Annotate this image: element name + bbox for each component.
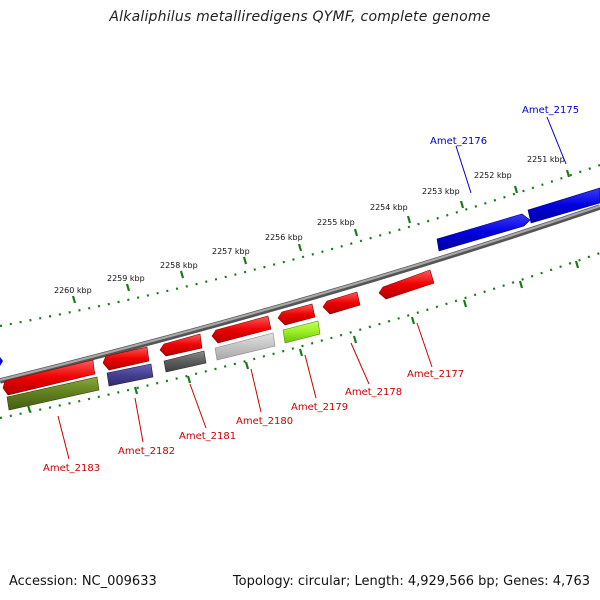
major-tick (244, 361, 250, 370)
feature-block-lime[interactable] (282, 320, 321, 344)
feature-block-light-gray[interactable] (214, 332, 276, 361)
inner-scale (0, 251, 600, 420)
label-amet-2176[interactable]: Amet_2176 (430, 136, 487, 147)
major-tick (352, 335, 358, 344)
label-amet-2178[interactable]: Amet_2178 (345, 387, 402, 398)
gene-amet-2178[interactable] (322, 291, 361, 315)
major-tick (179, 270, 185, 279)
scale-label: 2253 kbp (422, 187, 460, 196)
gene-amet-2176[interactable] (436, 213, 531, 252)
leader-amet-2175 (546, 116, 567, 165)
outer-scale: 2251 kbp 2252 kbp 2253 kbp 2254 kbp 2255… (0, 155, 600, 328)
major-tick (71, 295, 77, 304)
major-tick (297, 243, 303, 252)
map-title: Alkaliphilus metalliredigens QYMF, compl… (109, 9, 491, 25)
major-tick (186, 375, 192, 384)
label-amet-2177[interactable]: Amet_2177 (407, 369, 464, 380)
scale-label: 2259 kbp (107, 274, 145, 283)
scale-label: 2255 kbp (317, 218, 355, 227)
gene-fragment-left[interactable] (0, 357, 3, 366)
major-tick (133, 386, 139, 395)
leader-amet-2176 (455, 145, 472, 194)
gene-amet-2180[interactable] (211, 315, 272, 344)
major-tick (298, 348, 304, 357)
major-tick (518, 280, 524, 289)
genome-backbone-highlight (0, 204, 600, 382)
scale-label: 2252 kbp (474, 171, 512, 180)
feature-block-olive[interactable] (6, 376, 100, 411)
major-tick (26, 404, 32, 413)
major-tick (242, 256, 248, 265)
scale-label: 2251 kbp (527, 155, 565, 164)
scale-label: 2256 kbp (265, 233, 303, 242)
gene-labels: Amet_2175 Amet_2176 Amet_2177 Amet_2178 … (43, 105, 579, 474)
major-tick (410, 316, 416, 325)
leader-amet-2182 (134, 397, 144, 443)
major-tick (459, 200, 465, 209)
genome-summary-text: Topology: circular; Length: 4,929,566 bp… (232, 574, 590, 589)
scale-label: 2257 kbp (212, 247, 250, 256)
major-tick (565, 169, 571, 178)
label-amet-2181[interactable]: Amet_2181 (179, 431, 236, 442)
gene-amet-2183[interactable] (2, 359, 96, 396)
reverse-strand-genes (2, 269, 435, 396)
major-tick (462, 299, 468, 308)
feature-block-dark-gray[interactable] (163, 350, 207, 373)
scale-label: 2258 kbp (160, 261, 198, 270)
leader-amet-2181 (189, 383, 207, 429)
major-tick (406, 215, 412, 224)
leader-amet-2180 (250, 368, 262, 413)
major-tick (125, 283, 131, 292)
major-tick (353, 228, 359, 237)
gene-amet-2182[interactable] (102, 346, 150, 371)
leader-amet-2178 (350, 342, 370, 385)
gene-amet-2177[interactable] (378, 269, 435, 300)
gene-amet-2179[interactable] (277, 303, 316, 326)
label-amet-2179[interactable]: Amet_2179 (291, 402, 348, 413)
scale-label: 2254 kbp (370, 203, 408, 212)
major-tick (574, 260, 580, 269)
accession-text: Accession: NC_009633 (9, 574, 157, 589)
label-amet-2175[interactable]: Amet_2175 (522, 105, 579, 116)
label-leaders (57, 116, 567, 460)
major-tick (513, 185, 519, 194)
gene-amet-2175[interactable] (527, 187, 600, 224)
label-amet-2183[interactable]: Amet_2183 (43, 463, 100, 474)
leader-amet-2179 (304, 354, 317, 399)
label-amet-2180[interactable]: Amet_2180 (236, 416, 293, 427)
forward-strand-genes (0, 187, 600, 366)
scale-label: 2260 kbp (54, 286, 92, 295)
leader-amet-2183 (57, 415, 70, 460)
gene-amet-2181[interactable] (159, 333, 203, 357)
leader-amet-2177 (416, 322, 433, 368)
label-amet-2182[interactable]: Amet_2182 (118, 446, 175, 457)
feature-block-navy[interactable] (106, 363, 154, 387)
feature-category-row (6, 320, 321, 411)
